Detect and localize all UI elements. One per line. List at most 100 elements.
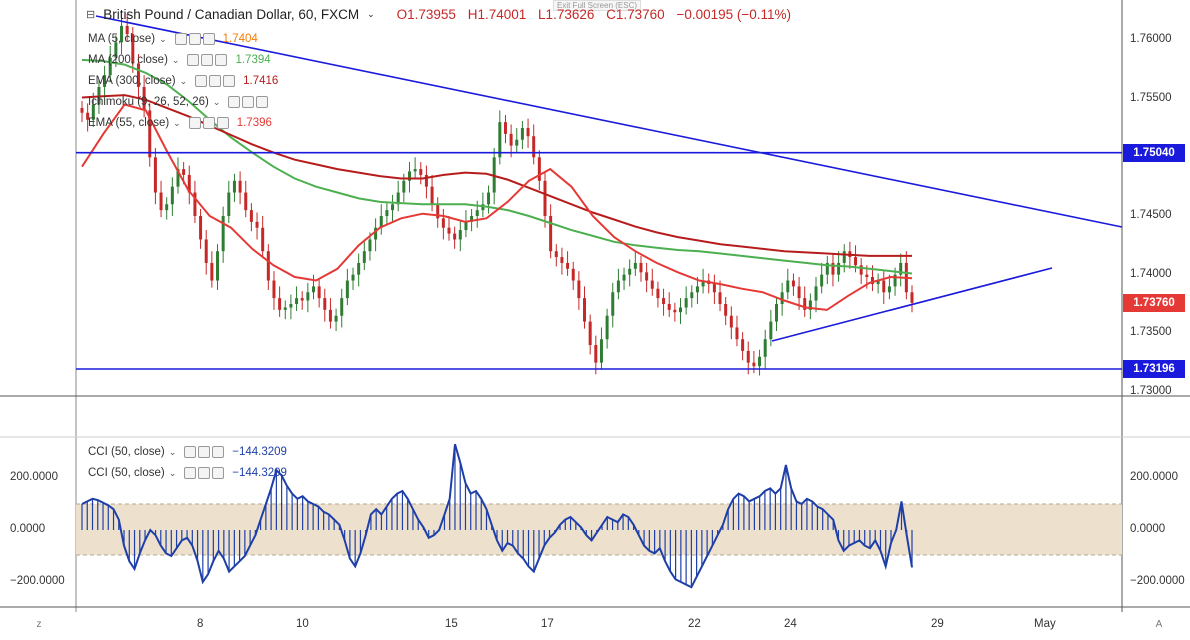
visibility-icon[interactable] [188,117,201,129]
ohlc-readout: O1.73955 H1.74001 L1.73626 C1.73760 −0.0… [397,7,799,22]
indicator-controls[interactable] [174,33,215,45]
cci-legend-row[interactable]: CCI (50, close) ⌄ −144.3209 [88,444,287,460]
settings-icon[interactable] [198,467,211,479]
indicator-name[interactable]: MA (200, close) [88,54,168,66]
indicator-legend-row[interactable]: EMA (300, close) ⌄ 1.7416 [88,73,278,89]
close-icon[interactable] [216,117,229,129]
settings-icon[interactable] [188,33,201,45]
close-icon[interactable] [256,96,269,108]
indicator-name[interactable]: Ichimoku (9, 26, 52, 26) [88,96,209,108]
indicator-legend-row[interactable]: Ichimoku (9, 26, 52, 26) ⌄ [88,94,276,110]
candle-body [114,42,118,58]
close-icon[interactable] [223,75,236,87]
collapse-icon[interactable]: ⊟ [86,9,96,21]
candle-body [317,286,321,299]
timezone-z-button[interactable]: z [36,619,42,630]
chevron-down-icon[interactable]: ⌄ [168,446,177,457]
symbol-title[interactable]: British Pound / Canadian Dollar, 60, FXC… [103,7,360,22]
candle-body [187,174,191,193]
chevron-down-icon[interactable]: ⌄ [367,9,375,19]
chevron-down-icon[interactable]: ⌄ [168,467,177,478]
settings-icon[interactable] [198,446,211,458]
candle-body [656,288,660,299]
candle-body [865,274,869,278]
candle-body [244,192,248,211]
chevron-down-icon[interactable]: ⌄ [171,54,180,65]
indicator-controls[interactable] [228,96,269,108]
candle-body [797,286,801,299]
indicator-name[interactable]: CCI (50, close) [88,446,165,458]
close-icon[interactable] [212,446,225,458]
settings-icon[interactable] [201,54,214,66]
candle-body [882,280,886,293]
candle-body [441,218,445,228]
settings-icon[interactable] [202,117,215,129]
visibility-icon[interactable] [187,54,200,66]
indicator-controls[interactable] [188,117,229,129]
indicator-controls[interactable] [195,75,236,87]
price-tick-label: 1.76000 [1130,33,1172,45]
candle-body [436,204,440,219]
candle-body [876,280,880,285]
visibility-icon[interactable] [184,467,197,479]
close-icon[interactable] [215,54,228,66]
indicator-name[interactable]: CCI (50, close) [88,467,165,479]
cci-tick-label-right: 200.0000 [1130,471,1178,483]
close-icon[interactable] [212,467,225,479]
candle-body [278,298,282,310]
indicator-name[interactable]: EMA (55, close) [88,117,170,129]
candle-body [814,286,818,301]
price-marker-label: 1.73196 [1123,360,1185,378]
indicator-controls[interactable] [187,54,228,66]
chevron-down-icon[interactable]: ⌄ [212,96,221,107]
indicator-legend-row[interactable]: MA (200, close) ⌄ 1.7394 [88,52,271,68]
close-icon[interactable] [202,33,215,45]
candle-body [368,239,372,252]
cci-tick-label-right: 0.0000 [1130,523,1166,535]
candle-body [300,298,304,301]
cci-tick-label-right: −200.0000 [1130,575,1185,587]
indicator-legend-row[interactable]: EMA (55, close) ⌄ 1.7396 [88,115,272,131]
candle-body [487,192,491,205]
indicator-controls[interactable] [184,446,225,458]
candle-body [571,268,575,281]
chevron-down-icon[interactable]: ⌄ [159,33,167,44]
candle-body [311,286,315,293]
indicator-legend-row[interactable]: MA (5, close) ⌄ 1.7404 [88,31,258,47]
auto-scale-button[interactable]: A [1155,619,1163,630]
visibility-icon[interactable] [228,96,241,108]
indicator-value: 1.7394 [235,54,271,66]
ohlc-close: C1.73760 [606,7,665,22]
candle-body [125,25,129,35]
visibility-icon[interactable] [174,33,187,45]
candle-body [345,280,349,299]
candle-body [820,274,824,287]
indicator-name[interactable]: EMA (300, close) [88,75,176,87]
settings-icon[interactable] [242,96,255,108]
candle-body [599,339,603,363]
candle-body [673,309,677,313]
price-pane[interactable] [80,14,914,376]
exit-fullscreen-hint[interactable]: Exit Full Screen (ESC) [553,0,642,11]
visibility-icon[interactable] [195,75,208,87]
cci-pane[interactable] [81,443,913,589]
candle-body [255,221,259,228]
candle-body [362,251,366,263]
visibility-icon[interactable] [184,446,197,458]
chevron-down-icon[interactable]: ⌄ [179,75,188,86]
indicator-controls[interactable] [184,467,225,479]
indicator-name[interactable]: MA (5, close) [88,33,156,45]
candle-body [238,180,242,193]
candle-body [701,280,705,287]
candle-body [583,298,587,322]
settings-icon[interactable] [209,75,222,87]
candle-body [639,262,643,273]
chevron-down-icon[interactable]: ⌄ [173,117,181,128]
candle-body [543,180,547,216]
trendline-drawings[interactable] [76,15,1123,370]
moving-average-line [81,103,913,311]
candle-body [825,262,829,275]
candle-body [391,204,395,211]
cci-legend-row[interactable]: CCI (50, close) ⌄ −144.3209 [88,465,287,481]
